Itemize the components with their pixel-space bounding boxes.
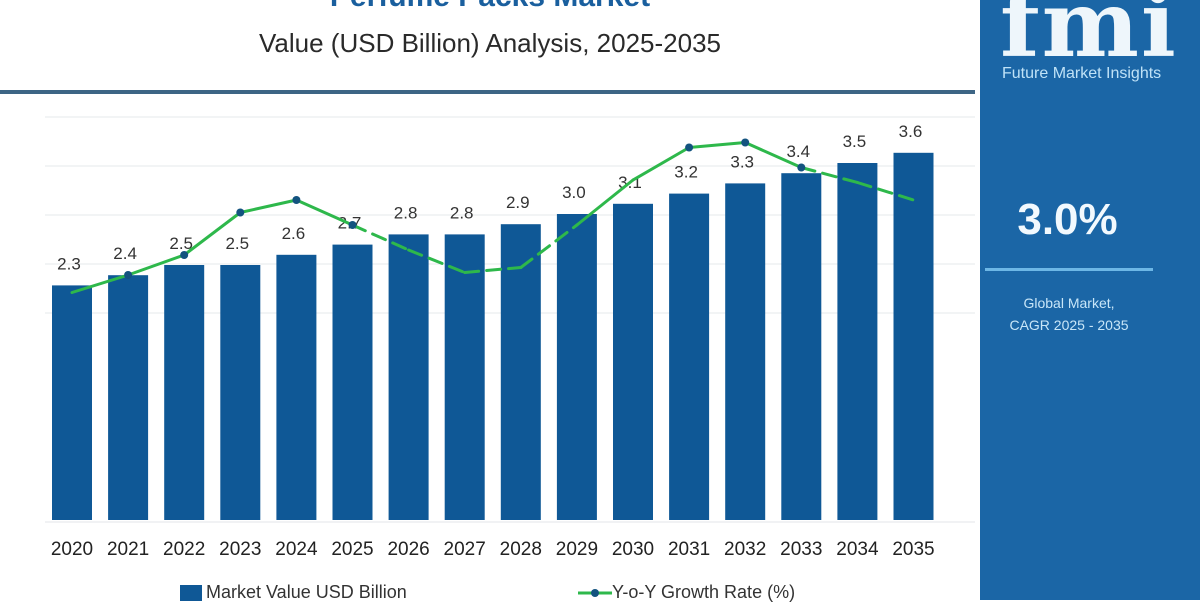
chart-title: Perfume Packs Market [0, 0, 980, 14]
bar-2033 [781, 173, 822, 520]
growth-line-segment [575, 178, 635, 227]
bar-label-2024: 2.6 [282, 224, 306, 243]
x-tick-2034: 2034 [836, 539, 879, 560]
bar-2027 [444, 234, 485, 520]
growth-line-segment [687, 141, 747, 149]
header-divider [0, 90, 975, 94]
x-tick-2027: 2027 [444, 539, 486, 560]
bar-2023 [220, 265, 261, 520]
growth-line-segment [855, 181, 915, 202]
bar-label-2026: 2.8 [394, 203, 418, 222]
growth-line-segment [407, 248, 467, 274]
x-tick-2035: 2035 [892, 539, 934, 560]
growth-line-segment [743, 141, 803, 169]
bar-label-2022: 2.5 [169, 234, 193, 253]
x-tick-2033: 2033 [780, 539, 822, 560]
bar-label-2028: 2.9 [506, 193, 530, 212]
bar-label-2034: 3.5 [843, 132, 867, 151]
bar-label-2023: 2.5 [225, 234, 249, 253]
legend-swatch-line [578, 588, 612, 597]
growth-line-segment [351, 223, 411, 252]
bar-2031 [669, 193, 710, 520]
chart-subtitle: Value (USD Billion) Analysis, 2025-2035 [259, 28, 721, 58]
bar-2026 [388, 234, 429, 520]
chart-panel: Perfume Packs Market Value (USD Billion)… [0, 0, 980, 603]
growth-marker-2032 [741, 138, 750, 147]
bar-2034 [837, 163, 878, 520]
cagr-side-panel: fmi Future Market Insights 3.0% Global M… [980, 0, 1200, 600]
bar-2032 [725, 183, 766, 520]
x-tick-2030: 2030 [612, 539, 654, 560]
growth-line-segment [238, 198, 298, 214]
x-tick-2020: 2020 [51, 539, 93, 560]
growth-marker-2023 [236, 208, 245, 217]
growth-line-segment [294, 198, 354, 227]
bar-label-2033: 3.4 [786, 142, 810, 161]
logo-caption: Future Market Insights [1002, 65, 1162, 82]
bar-2024 [276, 254, 317, 521]
bar-2020 [52, 285, 92, 520]
cagr-label-line1: Global Market, [1023, 295, 1115, 311]
growth-marker-2033 [797, 163, 806, 172]
growth-marker-2024 [292, 196, 301, 204]
growth-line-segment [126, 253, 186, 277]
x-tick-2022: 2022 [163, 539, 205, 560]
bar-label-2021: 2.4 [113, 244, 137, 263]
legend-label-growth: Y-o-Y Growth Rate (%) [612, 582, 796, 602]
x-tick-2021: 2021 [107, 539, 149, 560]
bar-label-2032: 3.3 [730, 152, 754, 171]
x-tick-2025: 2025 [331, 539, 373, 560]
cagr-label-line2: CAGR 2025 - 2035 [1009, 317, 1129, 333]
bar-line-chart: 2.320202.420212.520222.520232.620242.720… [45, 116, 975, 560]
bar-2030 [613, 203, 653, 521]
x-tick-2031: 2031 [668, 539, 710, 560]
growth-line-segment [70, 273, 130, 294]
bar-label-2029: 3.0 [562, 183, 586, 202]
x-tick-2028: 2028 [500, 539, 542, 560]
growth-marker-2021 [124, 271, 133, 279]
bar-2021 [108, 275, 149, 520]
bar-2035 [893, 152, 934, 521]
bar-2029 [556, 214, 597, 520]
bar-label-2020: 2.3 [57, 254, 81, 273]
legend-swatch-bar [180, 584, 202, 601]
growth-marker-2031 [685, 143, 694, 152]
legend-item-market-value: Market Value USD Billion [180, 582, 407, 603]
bar-2025 [332, 244, 373, 520]
bar-label-2031: 3.2 [674, 163, 698, 182]
x-tick-2023: 2023 [219, 539, 261, 560]
growth-line-segment [182, 211, 242, 257]
x-tick-2032: 2032 [724, 539, 766, 560]
growth-marker-2025 [348, 221, 357, 229]
cagr-divider [985, 268, 1153, 271]
growth-line-segment [463, 266, 523, 274]
growth-line-segment [631, 146, 691, 182]
growth-line-segment [799, 166, 859, 184]
cagr-value: 3.0% [1017, 195, 1118, 244]
growth-marker-2022 [180, 251, 189, 259]
legend-label-market-value: Market Value USD Billion [206, 582, 407, 602]
fmi-logo: fmi [1000, 0, 1178, 78]
bar-2028 [500, 224, 541, 520]
growth-line-segment [519, 223, 579, 269]
legend-item-growth: Y-o-Y Growth Rate (%) [578, 582, 795, 603]
bar-label-2027: 2.8 [450, 203, 474, 222]
bar-2022 [164, 265, 205, 520]
cagr-label: Global Market, CAGR 2025 - 2035 [980, 292, 1158, 336]
x-tick-2024: 2024 [275, 539, 318, 560]
x-tick-2026: 2026 [387, 539, 429, 560]
x-tick-2029: 2029 [556, 539, 598, 560]
bar-label-2035: 3.6 [899, 122, 923, 141]
